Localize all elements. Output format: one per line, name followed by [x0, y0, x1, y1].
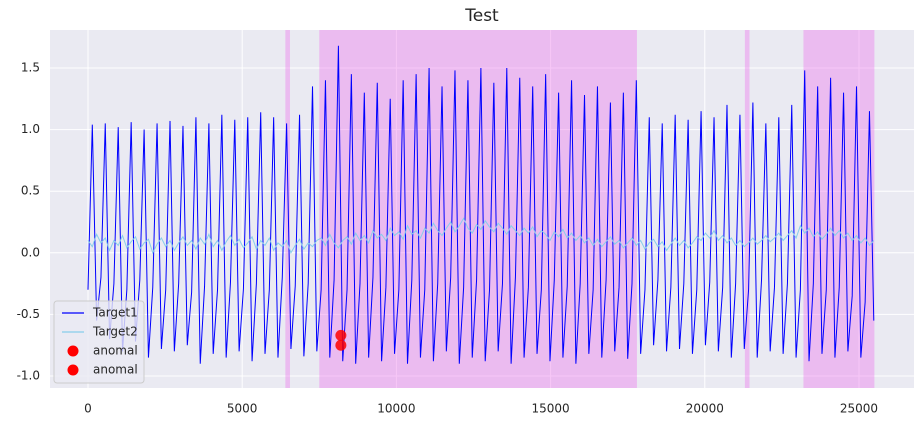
legend-label: Target2 — [92, 325, 138, 339]
y-tick-label: 0.0 — [21, 245, 40, 259]
anomaly-point — [335, 339, 347, 351]
y-tick-label: -1.0 — [17, 369, 40, 383]
legend-box — [53, 300, 145, 384]
y-tick-label: 1.5 — [21, 60, 40, 74]
x-tick-label: 0 — [84, 402, 92, 416]
legend-label: anomal — [93, 363, 138, 377]
y-tick-label: -0.5 — [17, 307, 40, 321]
x-tick-label: 5000 — [227, 402, 258, 416]
series-line — [87, 45, 875, 364]
x-tick-label: 25000 — [840, 402, 878, 416]
legend-swatch — [67, 364, 79, 376]
anomaly-span — [744, 30, 750, 388]
y-tick-label: 0.5 — [21, 184, 40, 198]
legend-swatch — [67, 345, 79, 357]
x-tick-label: 20000 — [686, 402, 724, 416]
legend-label: Target1 — [92, 306, 138, 320]
x-tick-label: 15000 — [531, 402, 569, 416]
anomaly-span — [803, 30, 875, 388]
anomaly-point — [335, 329, 347, 341]
legend: Target1 Target2 anomal anomal — [53, 300, 145, 384]
chart-title: Test — [464, 6, 499, 26]
series-line — [87, 217, 875, 255]
anomaly-span — [285, 30, 290, 388]
y-tick-label: 1.0 — [21, 122, 40, 136]
x-tick-label: 10000 — [377, 402, 415, 416]
plot-content — [87, 30, 875, 388]
legend-label: anomal — [93, 344, 138, 358]
